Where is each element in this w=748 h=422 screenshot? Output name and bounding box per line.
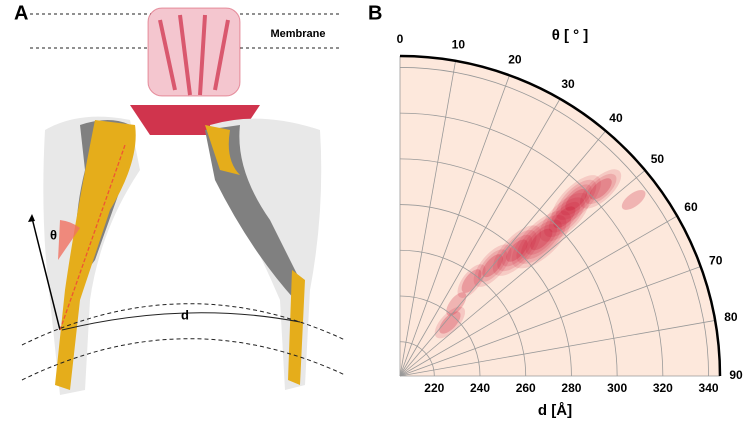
density-contour — [553, 206, 576, 229]
density-contour — [516, 215, 567, 264]
grid-spoke — [399, 60, 456, 377]
r-tick-label: 340 — [699, 381, 719, 395]
grid-arc — [399, 158, 618, 377]
arrow-head — [28, 214, 35, 222]
density-contour — [589, 178, 612, 200]
outer-arc — [399, 54, 722, 377]
grid — [399, 56, 720, 377]
grid-arc — [399, 112, 664, 377]
grid-arc — [399, 67, 709, 377]
arc-line — [21, 338, 346, 381]
r-tick-label: 300 — [607, 381, 627, 395]
density-contour — [556, 179, 597, 220]
plot-area — [400, 56, 720, 376]
grid-spoke — [399, 75, 510, 377]
grid-spoke — [399, 98, 561, 377]
density-contour — [584, 173, 617, 205]
theta-label: θ — [50, 227, 57, 242]
right-domain — [205, 118, 322, 391]
theta-axis-title: θ [ ° ] — [552, 27, 589, 44]
theta-tick-label: 20 — [508, 52, 522, 66]
grid-spoke — [399, 170, 646, 377]
density-contour — [446, 292, 467, 316]
density-contour — [521, 219, 562, 260]
theta-tick-label: 60 — [684, 200, 698, 214]
density-contour — [560, 184, 592, 216]
channel-structure — [130, 7, 260, 135]
membrane-label: Membrane — [270, 28, 325, 40]
density-contour — [580, 169, 622, 209]
grid-spoke — [399, 320, 716, 377]
theta-tick-label: 90 — [729, 368, 743, 382]
density-contour — [548, 201, 581, 233]
density-contour — [551, 175, 601, 225]
arc-line — [21, 303, 346, 346]
grid-arc — [399, 295, 481, 377]
density-contour — [434, 306, 466, 339]
density-contour — [461, 269, 482, 293]
r-tick-label: 260 — [516, 381, 536, 395]
theta-tick-label: 30 — [561, 77, 575, 91]
theta-tick-label: 10 — [452, 37, 466, 51]
grid-arc — [399, 249, 527, 377]
vertical-axis — [31, 217, 61, 331]
r-tick-label: 320 — [653, 381, 673, 395]
grid-spoke — [399, 266, 701, 377]
grid-spoke — [399, 130, 606, 377]
density-contour — [525, 224, 558, 255]
panel-label: B — [368, 2, 382, 24]
r-tick-label: 280 — [561, 381, 581, 395]
theta-tick-label: 0 — [397, 32, 404, 46]
theta-tick-label: 70 — [709, 253, 723, 267]
density-contour — [530, 228, 553, 251]
theta-tick-label: 50 — [651, 152, 665, 166]
density-contour — [439, 311, 461, 334]
panel-label: A — [14, 2, 28, 24]
left-domain — [43, 116, 141, 396]
r-tick-label: 220 — [424, 381, 444, 395]
r-tick-label: 240 — [470, 381, 490, 395]
density-contour — [565, 188, 588, 211]
panel-b: B θ [ ° ] d [Å] 220 240 260 280 300 320 340 0 10… — [368, 2, 743, 419]
grid-arc — [399, 204, 572, 377]
r-axis-title: d [Å] — [538, 402, 572, 419]
grid-spoke — [399, 215, 678, 377]
theta-tick-label: 80 — [724, 310, 738, 324]
angle-wedge — [58, 220, 80, 260]
density-contour — [539, 192, 590, 242]
distance-line — [61, 312, 301, 331]
domain-axis — [59, 144, 126, 331]
density-contour — [544, 197, 585, 238]
panel-a: A Membrane θ d — [14, 2, 346, 396]
theta-tick-label: 40 — [609, 111, 623, 125]
distance-label: d — [181, 307, 189, 322]
density-contour — [457, 264, 486, 298]
density-contour — [621, 190, 646, 210]
